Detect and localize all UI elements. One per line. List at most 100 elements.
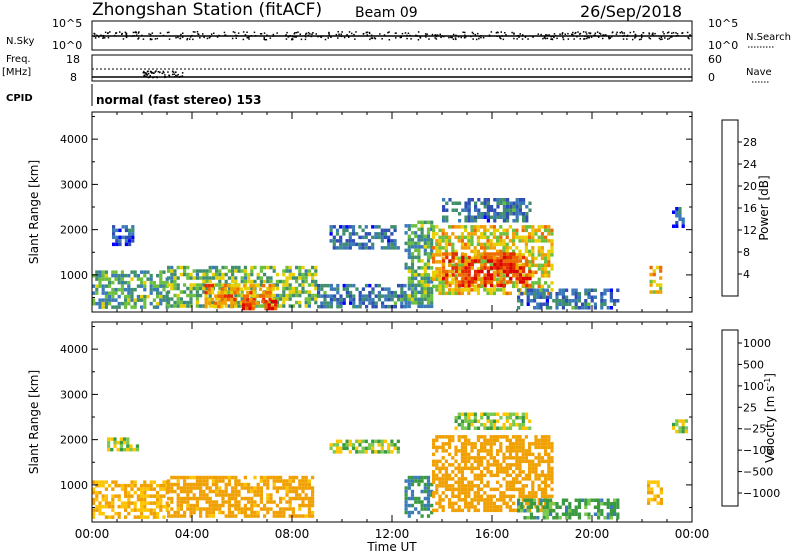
heatmap-cell [649,290,653,294]
heatmap-cell [404,510,408,515]
heatmap-cell [555,306,559,310]
heatmap-cell [383,450,388,454]
heatmap-cell [534,470,538,474]
heatmap-cell [457,494,461,499]
heatmap-cell [217,290,221,295]
heatmap-cell [101,287,105,292]
heatmap-cell [199,293,203,298]
heatmap-cell [539,306,543,310]
heatmap-cell [236,283,240,288]
heatmap-cell [457,225,461,229]
heatmap-cell [410,479,415,483]
heatmap-cell [282,479,286,483]
heatmap-cell [544,452,548,457]
heatmap-cell [432,445,436,450]
heatmap-cell [525,283,529,288]
heatmap-cell [515,246,519,250]
y-tick-label: 2000 [60,224,88,237]
heatmap-cell [509,252,513,256]
x-tick-label: 00:00 [75,527,110,541]
heatmap-cell [537,438,541,443]
heatmap-cell [502,423,506,427]
heatmap-cell [444,239,448,243]
heatmap-cell [143,305,147,309]
heatmap-cell [470,470,474,474]
heatmap-cell [457,470,461,474]
nsky-point [213,32,215,34]
heatmap-cell [407,234,411,239]
heatmap-cell [342,297,346,302]
heatmap-cell [243,286,247,291]
heatmap-cell [143,301,147,306]
heatmap-cell [317,287,321,291]
nsky-point [409,34,411,37]
heatmap-cell [574,306,578,310]
heatmap-cell [460,491,464,495]
heatmap-cell [253,493,257,497]
heatmap-cell [104,277,108,281]
heatmap-cell [149,301,153,306]
heatmap-cell [460,477,464,481]
heatmap-cell [445,276,449,281]
heatmap-cell [307,283,311,287]
heatmap-cell [152,284,156,288]
heatmap-cell [486,498,490,502]
heatmap-cell [474,269,478,274]
nsky-point [263,32,266,34]
heatmap-cell [451,281,455,285]
heatmap-cell [95,483,99,488]
heatmap-cell [426,294,431,298]
heatmap-cell [275,514,279,518]
heatmap-cell [460,442,464,446]
heatmap-cell [476,494,480,499]
heatmap-cell [176,507,180,511]
heatmap-cell [355,287,359,291]
heatmap-cell [361,287,365,291]
heatmap-cell [199,514,203,518]
heatmap-cell [512,249,516,254]
heatmap-cell [92,480,96,484]
heatmap-cell [460,225,464,229]
heatmap-cell [227,500,231,504]
heatmap-cell [98,511,102,516]
heatmap-cell [211,475,215,480]
colorbar-tick-label: 100 [743,380,764,393]
heatmap-cell [136,273,140,278]
heatmap-cell [332,242,336,247]
heatmap-cell [457,256,461,261]
nsky-point [223,31,226,34]
heatmap-cell [407,276,411,281]
heatmap-cell [473,473,477,478]
heatmap-cell [307,482,311,487]
heatmap-cell [552,502,556,506]
heatmap-cell [584,302,588,306]
heatmap-cell [285,297,289,301]
heatmap-cell [117,483,121,488]
heatmap-cell [140,277,144,281]
nsky-point [622,35,624,37]
heatmap-cell [159,284,163,288]
heatmap-cell [521,426,525,430]
heatmap-cell [496,273,500,277]
heatmap-cell [140,511,144,516]
heatmap-cell [518,239,522,243]
heatmap-cell [288,482,292,487]
heatmap-cell [189,293,193,298]
nsky-point [312,32,314,34]
heatmap-cell [133,508,137,512]
heatmap-cell [371,290,375,295]
heatmap-cell [179,489,183,494]
heatmap-cell [367,232,372,236]
heatmap-cell [136,515,140,519]
nsky-point [498,35,501,38]
heatmap-cell [118,239,122,243]
heatmap-cell [512,259,516,263]
freq-point [163,71,165,74]
heatmap-cell [474,219,478,223]
heatmap-cell [502,283,506,288]
heatmap-cell [521,470,525,474]
heatmap-cell [476,438,480,443]
heatmap-cell [143,294,147,299]
nsky-point [417,31,420,33]
